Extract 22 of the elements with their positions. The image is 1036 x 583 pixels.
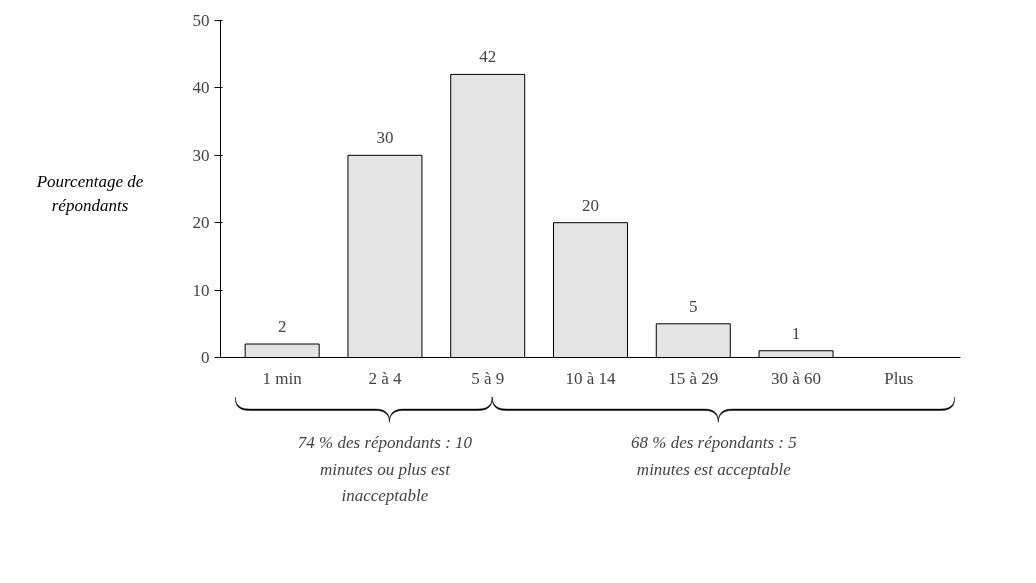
data-label: 30 [376,128,394,148]
x-tick-label: 1 min [262,368,303,388]
x-tick-label: 15 à 29 [668,368,719,388]
text: 74 % des répondants : 10 minutes ou plus est inacceptable [297,433,473,506]
data-label: 2 [277,317,287,337]
y-axis-title: Pourcentage de répondants [35,171,145,218]
text: 68 % des répondants : 5 minutes est acceptable [630,433,797,479]
data-label: 1 [791,323,801,343]
x-tick-label: Plus [884,368,914,388]
data-label: 42 [479,47,497,67]
y-tick-label: 50 [192,11,210,30]
y-tick-label: 30 [192,145,210,165]
x-tick-label: 30 à 60 [771,368,822,388]
data-label: 20 [582,195,599,215]
x-tick-label: 10 à 14 [565,368,617,388]
x-tick-label: 2 à 4 [368,368,402,388]
y-tick-label: 0 [201,348,210,367]
data-label: 5 [689,296,698,316]
x-tick-label: 5 à 9 [471,368,505,388]
y-tick-label: 10 [192,280,210,300]
y-tick-label: 40 [192,78,210,98]
y-tick-label: 20 [192,213,210,233]
